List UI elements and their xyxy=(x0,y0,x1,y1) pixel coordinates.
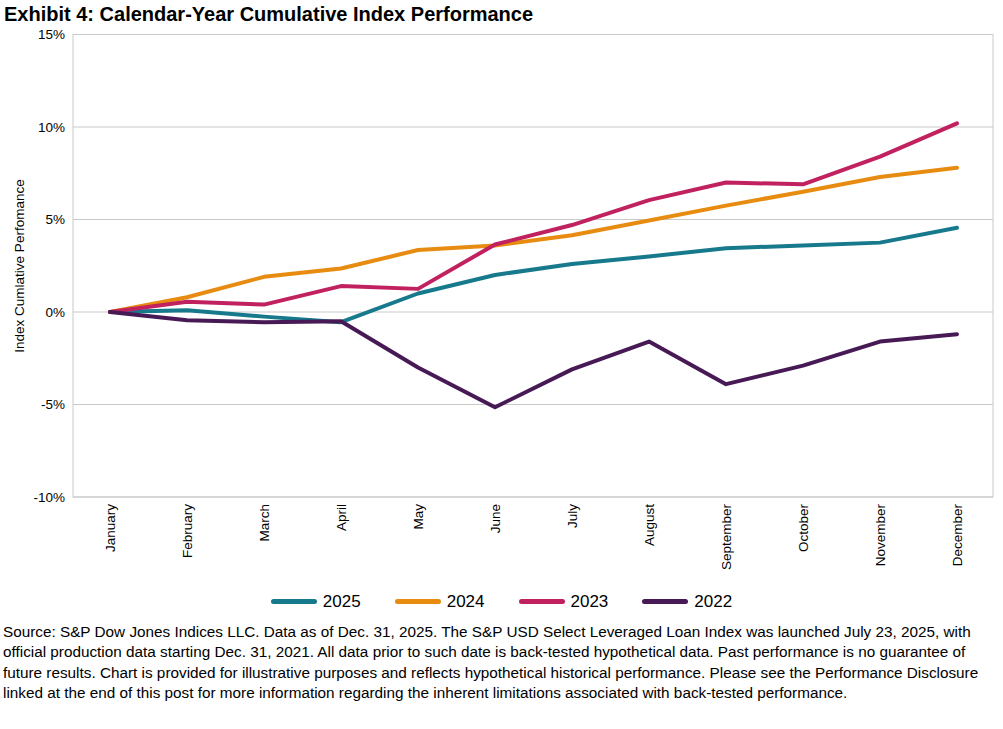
legend-label: 2022 xyxy=(694,592,732,612)
legend-label: 2025 xyxy=(323,592,361,612)
legend-item-2024: 2024 xyxy=(395,592,485,612)
legend-item-2025: 2025 xyxy=(271,592,361,612)
chart-title: Exhibit 4: Calendar-Year Cumulative Inde… xyxy=(0,0,1003,26)
legend-swatch-2022 xyxy=(642,599,688,604)
x-tick-label: February xyxy=(180,504,195,558)
legend-swatch-2024 xyxy=(395,599,441,604)
series-line-2024 xyxy=(110,168,957,312)
x-tick-label: October xyxy=(796,504,811,553)
plot-border xyxy=(73,35,993,498)
y-tick-label: 5% xyxy=(45,212,65,227)
x-tick-label: March xyxy=(257,504,272,542)
chart-legend: 2025 2024 2023 2022 xyxy=(0,588,1003,615)
x-tick-label: August xyxy=(642,504,657,546)
y-tick-label: 15% xyxy=(38,27,65,42)
legend-item-2022: 2022 xyxy=(642,592,732,612)
y-axis-title: Index Cumlative Perfomance xyxy=(12,179,27,352)
source-note: Source: S&P Dow Jones Indices LLC. Data … xyxy=(0,622,1003,704)
x-tick-label: September xyxy=(719,504,734,571)
line-chart: 15% 10% 5% 0% -5% -10% Index Cumlative Perfoma… xyxy=(0,26,1003,588)
y-tick-label: 10% xyxy=(38,120,65,135)
x-tick-label: May xyxy=(411,504,426,530)
y-tick-label: 0% xyxy=(45,305,65,320)
legend-swatch-2025 xyxy=(271,599,317,604)
legend-swatch-2023 xyxy=(519,599,565,604)
x-tick-label: June xyxy=(488,504,503,533)
x-tick-label: April xyxy=(334,504,349,531)
page: Exhibit 4: Calendar-Year Cumulative Inde… xyxy=(0,0,1003,729)
series-line-2022 xyxy=(110,312,957,407)
legend-item-2023: 2023 xyxy=(519,592,609,612)
y-tick-label: -5% xyxy=(41,397,65,412)
x-tick-label: July xyxy=(565,504,580,528)
x-tick-label: December xyxy=(950,504,965,567)
legend-label: 2024 xyxy=(447,592,485,612)
x-tick-label: January xyxy=(103,504,118,552)
y-tick-label: -10% xyxy=(33,490,65,505)
legend-label: 2023 xyxy=(571,592,609,612)
x-tick-label: November xyxy=(873,504,888,567)
